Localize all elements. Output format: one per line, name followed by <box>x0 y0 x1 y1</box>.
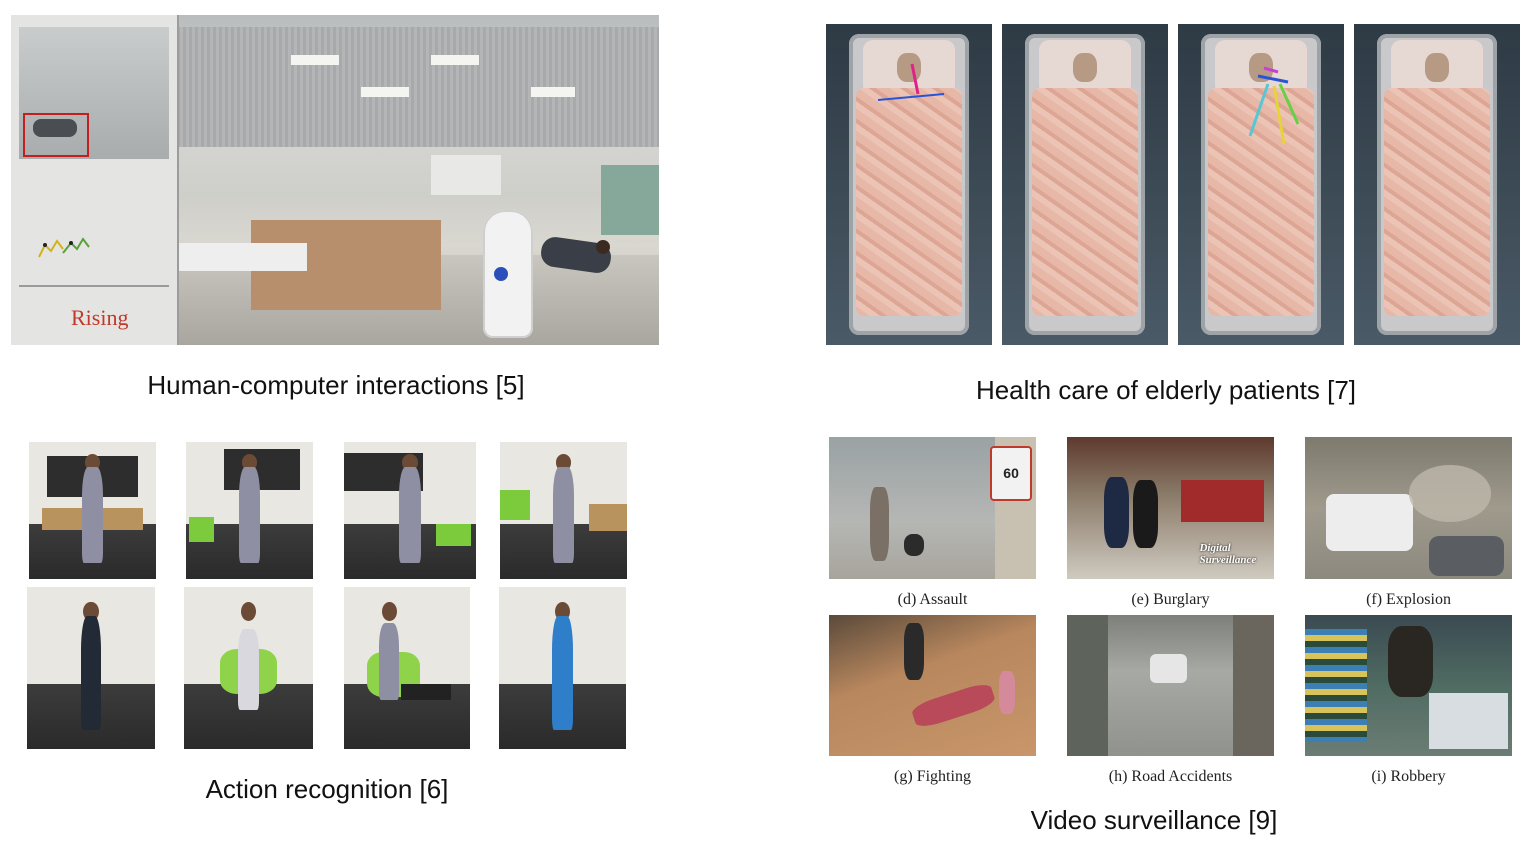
caption-health: Health care of elderly patients [7] <box>975 375 1357 405</box>
ceiling-light <box>361 87 409 97</box>
label-road-accidents: (h) Road Accidents <box>1108 768 1233 785</box>
action-photo-3 <box>344 442 476 579</box>
label-burglary: (e) Burglary <box>1131 591 1210 608</box>
bed-photo-2 <box>1002 24 1168 345</box>
ceiling-light <box>431 55 479 65</box>
action-photo-7 <box>344 587 470 749</box>
pose-skeleton-icon <box>877 63 945 101</box>
action-photo-5 <box>27 587 155 749</box>
detection-box <box>23 113 89 157</box>
surveillance-explosion <box>1305 437 1512 579</box>
robot <box>483 210 533 338</box>
skeleton-plot <box>33 227 93 263</box>
caption-hci: Human-computer interactions [5] <box>147 370 525 400</box>
ceiling <box>177 27 659 147</box>
ceiling-light <box>291 55 339 65</box>
surveillance-robbery <box>1305 615 1512 756</box>
label-robbery: (i) Robbery <box>1371 768 1446 785</box>
skeleton-icon <box>38 237 90 258</box>
inset-divider <box>19 285 169 287</box>
action-photo-6 <box>184 587 313 749</box>
action-photo-8 <box>499 587 626 749</box>
surveillance-assault: 60 <box>829 437 1036 579</box>
pose-skeleton-icon <box>1248 66 1300 145</box>
label-explosion: (f) Explosion <box>1366 591 1451 608</box>
action-photo-2 <box>186 442 313 579</box>
inset-camera-view <box>19 27 169 159</box>
surveillance-road-accidents <box>1067 615 1274 756</box>
road-sign: 60 <box>990 445 1032 501</box>
digital-surveillance-watermark: Digital Surveillance <box>1199 542 1257 567</box>
caption-action: Action recognition [6] <box>205 774 449 804</box>
caption-video: Video surveillance [9] <box>1030 805 1278 835</box>
person-head <box>596 240 610 254</box>
label-fighting: (g) Fighting <box>894 768 971 785</box>
kitchen-cabinet <box>431 155 501 195</box>
rising-label: Rising <box>71 305 129 330</box>
bed-photo-3 <box>1178 24 1344 345</box>
surveillance-burglary: Digital Surveillance <box>1067 437 1274 579</box>
robot-light <box>494 267 508 281</box>
label-assault: (d) Assault <box>897 591 968 608</box>
speed-limit-value: 60 <box>1003 465 1019 482</box>
action-photo-1 <box>29 442 156 579</box>
detected-person <box>33 119 77 137</box>
bed-photo-1 <box>826 24 992 345</box>
bed-photo-4 <box>1354 24 1520 345</box>
hci-photo: Rising <box>11 15 659 345</box>
action-photo-4 <box>500 442 627 579</box>
ceiling-light <box>531 87 575 97</box>
surveillance-fighting <box>829 615 1036 756</box>
inset-panel: Rising <box>11 15 179 345</box>
green-wall <box>601 165 659 235</box>
white-table <box>177 243 307 271</box>
